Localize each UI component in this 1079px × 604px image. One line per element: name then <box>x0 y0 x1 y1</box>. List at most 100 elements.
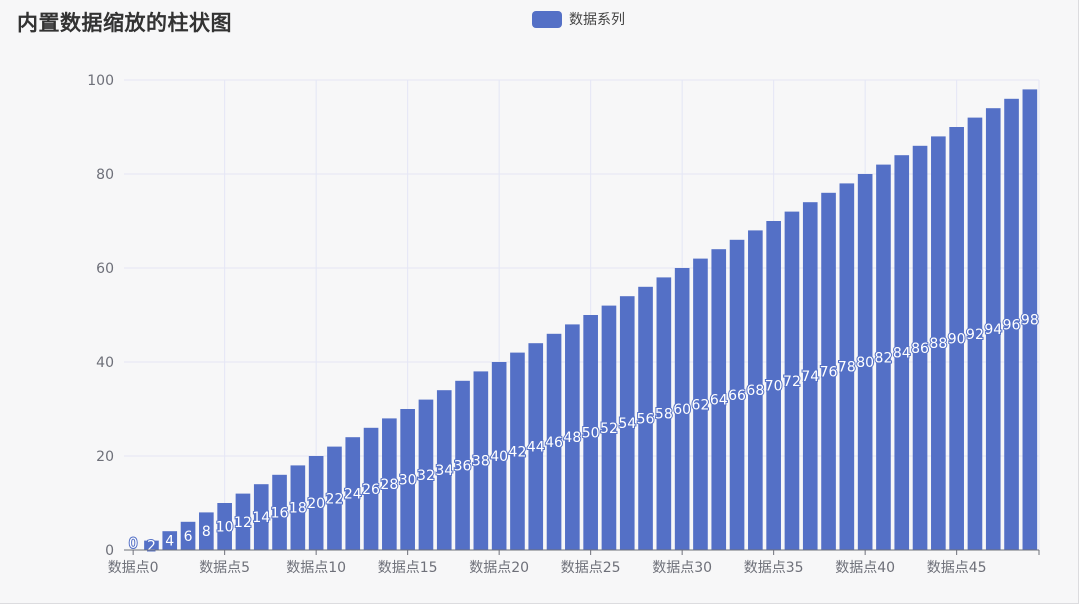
bar <box>565 324 580 550</box>
bar-data-label: 48 <box>563 430 581 446</box>
bar <box>290 465 306 550</box>
bar-data-label: 12 <box>234 515 252 531</box>
bar <box>802 202 818 550</box>
bar-data-label: 2 <box>147 538 156 554</box>
x-tick-label: 数据点30 <box>652 560 712 576</box>
bar-data-label: 44 <box>527 440 545 456</box>
bar-data-label: 36 <box>454 458 472 474</box>
bar <box>217 503 232 550</box>
bar-data-label: 88 <box>929 336 947 352</box>
bar-data-label: 52 <box>600 421 618 437</box>
bar-data-label: 6 <box>184 529 193 545</box>
bar <box>985 108 1001 550</box>
bar <box>308 456 324 550</box>
y-tick-label: 80 <box>96 167 114 183</box>
bar <box>363 427 379 550</box>
bar <box>821 192 836 551</box>
bar-data-label: 0 <box>129 536 138 552</box>
bar-data-label: 22 <box>326 491 344 507</box>
bar-data-label: 66 <box>728 388 746 404</box>
y-tick-label: 20 <box>96 449 114 465</box>
bar <box>327 446 342 550</box>
bar <box>601 305 617 550</box>
bar <box>967 117 983 550</box>
x-tick-label: 数据点0 <box>108 560 159 576</box>
bar <box>528 343 544 550</box>
bar <box>473 371 489 550</box>
bar <box>382 418 397 550</box>
legend-label: 数据系列 <box>569 12 625 28</box>
bar-data-label: 64 <box>710 393 728 409</box>
bar-data-label: 78 <box>838 360 856 376</box>
bar <box>748 230 763 550</box>
bar-data-label: 20 <box>307 496 325 512</box>
bar-data-label: 28 <box>380 477 398 493</box>
bar-data-label: 98 <box>1021 313 1039 329</box>
x-tick-label: 数据点5 <box>199 560 250 576</box>
bar <box>1004 98 1019 551</box>
bar-data-label: 96 <box>1003 317 1021 333</box>
bar <box>894 155 910 550</box>
bar <box>638 286 653 550</box>
legend-swatch <box>532 10 562 28</box>
legend-item[interactable]: 数据系列 <box>532 9 625 29</box>
bar-data-label: 62 <box>692 397 710 413</box>
bar <box>400 409 415 550</box>
x-tick-label: 数据点25 <box>561 560 621 576</box>
bar <box>1022 89 1038 551</box>
x-tick-label: 数据点40 <box>835 560 895 576</box>
bar <box>199 512 214 550</box>
bar <box>693 258 708 550</box>
bar-data-label: 80 <box>856 355 874 371</box>
bar <box>674 268 690 550</box>
bar-data-label: 26 <box>362 482 380 498</box>
bar <box>656 277 672 550</box>
bar-data-label: 56 <box>637 411 655 427</box>
bar-data-label: 76 <box>820 364 838 380</box>
bar-data-label: 24 <box>344 487 362 503</box>
bar <box>510 352 525 550</box>
bar <box>784 211 800 550</box>
bar-data-label: 94 <box>984 322 1002 338</box>
bar <box>546 333 562 550</box>
bar <box>912 145 928 551</box>
bar <box>436 390 452 550</box>
y-tick-label: 0 <box>105 543 114 559</box>
bar-data-label: 54 <box>618 416 636 432</box>
bar-data-label: 82 <box>875 350 893 366</box>
bar <box>839 183 855 550</box>
bar-data-label: 50 <box>582 426 600 442</box>
bar-data-label: 40 <box>490 449 508 465</box>
bar <box>711 249 727 550</box>
bar-data-label: 68 <box>746 383 764 399</box>
bar <box>272 474 287 550</box>
bar-data-label: 74 <box>801 369 819 385</box>
bar-data-label: 60 <box>673 402 691 418</box>
bar <box>619 296 635 550</box>
bar-data-label: 14 <box>252 510 270 526</box>
bar-data-label: 32 <box>417 468 435 484</box>
bar <box>729 239 745 551</box>
bar-data-label: 90 <box>948 332 966 348</box>
bar <box>418 399 434 550</box>
bar <box>876 164 891 550</box>
bar-data-label: 42 <box>509 444 527 460</box>
bar <box>583 315 598 550</box>
bar <box>180 521 196 550</box>
bar-data-label: 10 <box>216 520 234 536</box>
bar-data-label: 84 <box>893 346 911 362</box>
bar-data-label: 38 <box>472 454 490 470</box>
chart-title: 内置数据缩放的柱状图 <box>17 11 232 35</box>
y-tick-label: 40 <box>96 355 114 371</box>
bar <box>857 174 873 550</box>
y-tick-label: 60 <box>96 261 114 277</box>
bar-data-label: 92 <box>966 327 984 343</box>
bar-data-label: 46 <box>545 435 563 451</box>
bar <box>766 221 781 550</box>
bar-data-label: 34 <box>435 463 453 479</box>
bar <box>253 484 269 550</box>
x-tick-label: 数据点20 <box>469 560 529 576</box>
bar <box>162 531 178 550</box>
x-tick-label: 数据点15 <box>378 560 438 576</box>
